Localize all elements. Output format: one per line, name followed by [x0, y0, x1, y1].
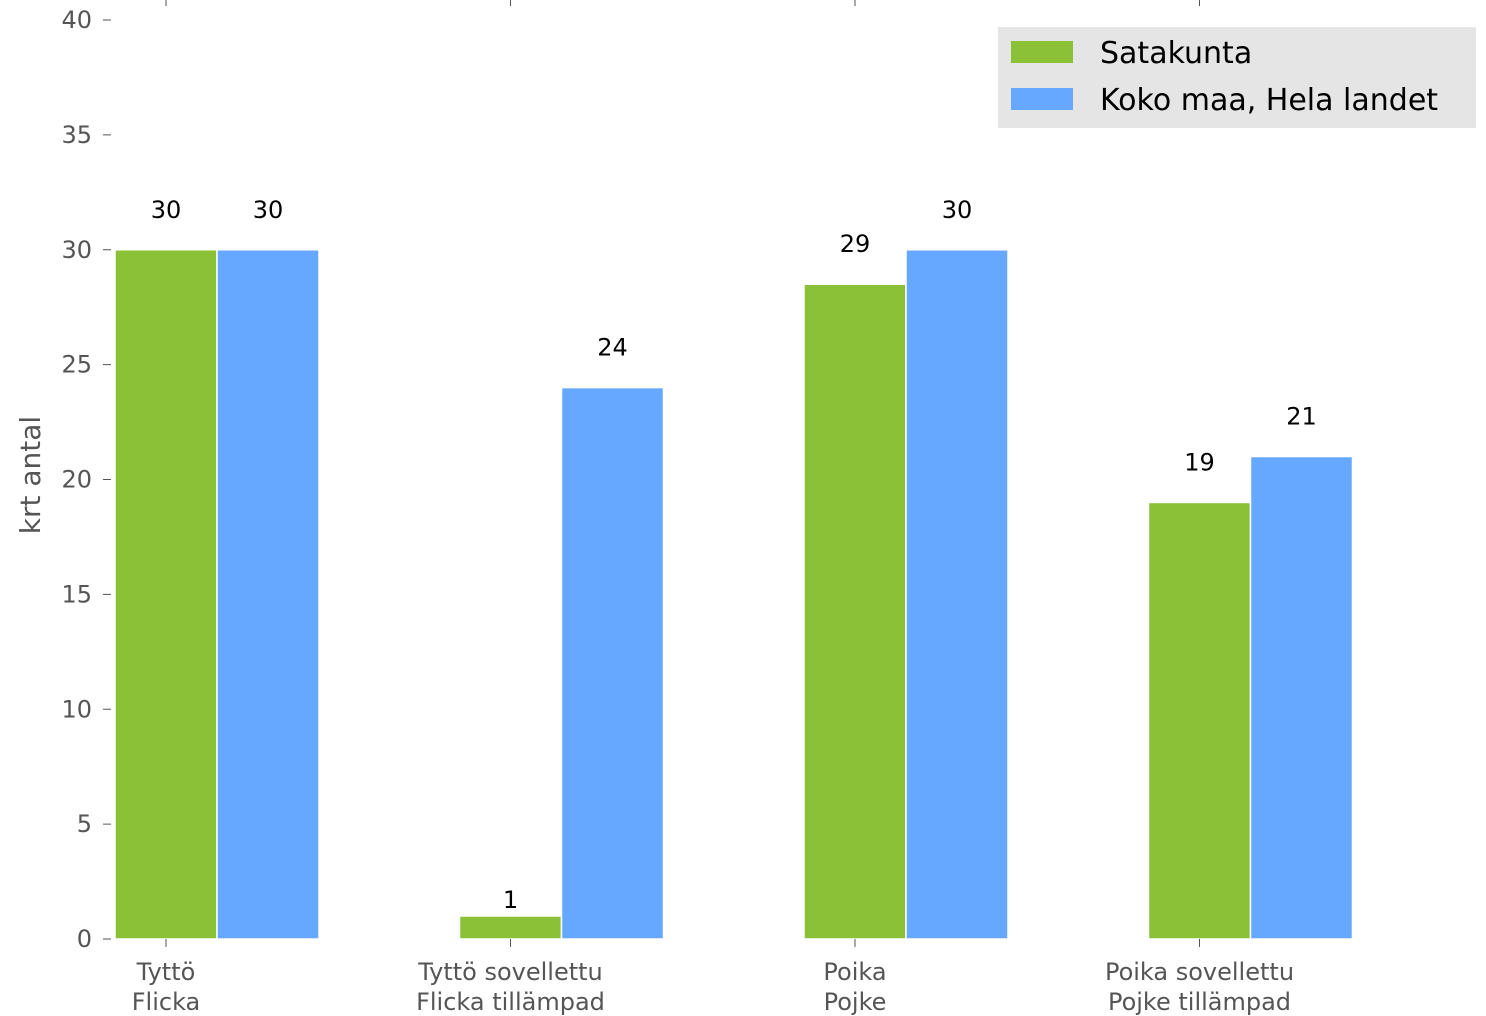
legend-swatch — [1011, 88, 1073, 110]
x-tick-label: Poika sovellettu — [1105, 958, 1294, 986]
y-tick-label: 10 — [61, 695, 92, 723]
y-tick-label: 0 — [77, 925, 92, 953]
y-tick-label: 20 — [61, 466, 92, 494]
bar-koko-maa — [1249, 455, 1354, 940]
y-tick-label: 30 — [61, 236, 92, 264]
bars — [114, 249, 1354, 940]
bar-value-label: 30 — [253, 196, 284, 224]
y-tick-label: 15 — [61, 580, 92, 608]
bar-value-label: 30 — [151, 196, 182, 224]
bar-koko-maa — [905, 249, 1009, 940]
x-tick-label: Pojke tillämpad — [1108, 988, 1291, 1016]
bar-value-label: 1 — [503, 886, 518, 914]
y-tick-label: 35 — [61, 121, 92, 149]
x-tick-label: Flicka tillämpad — [416, 988, 605, 1016]
y-tick-label: 5 — [77, 810, 92, 838]
bar-satakunta — [803, 283, 907, 940]
x-tick-label: Tyttö — [136, 958, 196, 986]
legend-label: Satakunta — [1100, 36, 1252, 71]
bar-satakunta — [1147, 501, 1252, 940]
bar-value-label: 19 — [1184, 448, 1215, 476]
bar-value-label: 21 — [1286, 403, 1317, 431]
y-tick-label: 25 — [61, 351, 92, 379]
bar-koko-maa — [216, 249, 320, 940]
legend-swatch — [1011, 41, 1073, 63]
bar-value-label: 29 — [840, 230, 871, 258]
bar-satakunta — [458, 915, 563, 940]
bar-value-label: 30 — [942, 196, 973, 224]
x-tick-label: Pojke — [824, 988, 887, 1016]
bar-koko-maa — [560, 386, 665, 940]
y-axis-title: krt antal — [14, 416, 47, 534]
legend: Satakunta Koko maa, Hela landet — [998, 27, 1476, 128]
x-tick-label: Tyttö sovellettu — [417, 958, 603, 986]
y-axis: 0 5 10 15 20 25 30 35 40 — [61, 6, 111, 953]
x-tick-label: Flicka — [132, 988, 201, 1016]
data-labels: 30 30 1 24 29 30 19 21 — [151, 196, 1317, 914]
x-tick-label: Poika — [823, 958, 886, 986]
legend-label: Koko maa, Hela landet — [1100, 83, 1438, 118]
bar-satakunta — [114, 249, 218, 940]
y-tick-label: 40 — [61, 6, 92, 34]
bar-value-label: 24 — [597, 334, 628, 362]
legend-box — [998, 27, 1476, 128]
